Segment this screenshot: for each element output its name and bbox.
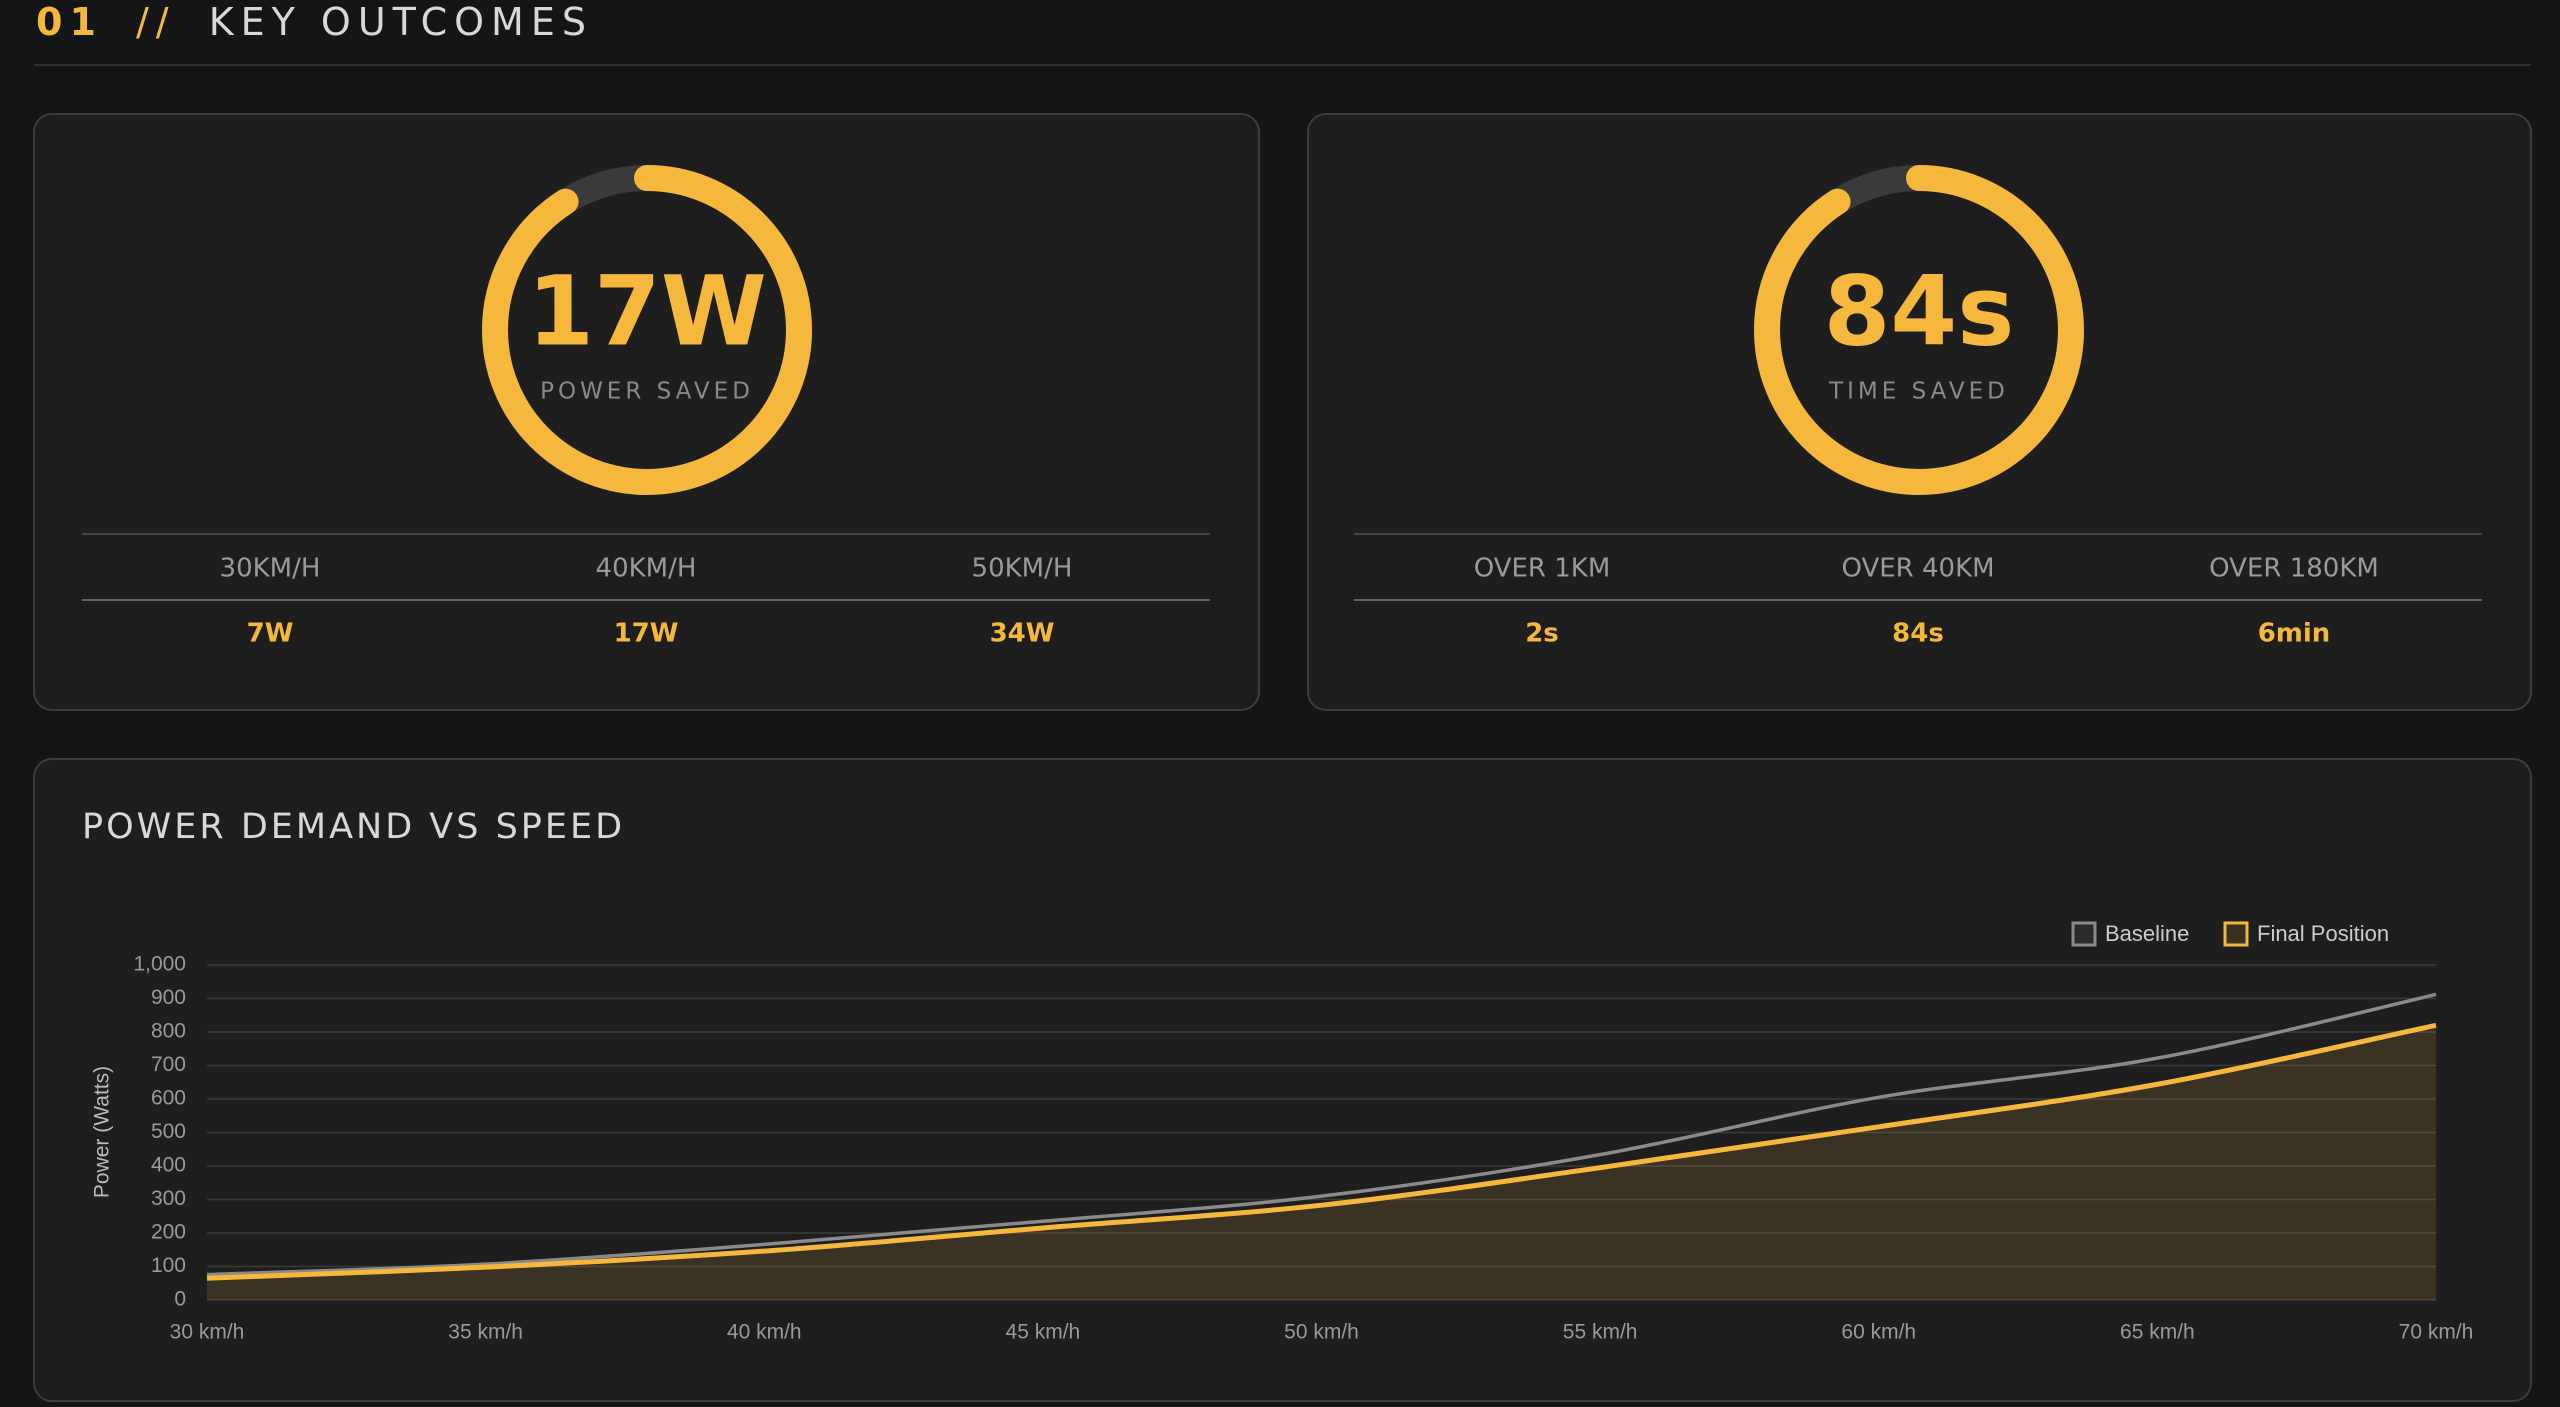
x-tick-label: 55 km/h: [1563, 1321, 1638, 1344]
x-tick-label: 45 km/h: [1006, 1321, 1081, 1344]
stat-header: 50KM/H: [972, 554, 1073, 584]
y-tick-label: 700: [151, 1053, 186, 1076]
stat-value: 6min: [2258, 619, 2331, 649]
y-tick-label: 500: [151, 1120, 186, 1143]
x-tick-label: 35 km/h: [448, 1321, 523, 1344]
y-tick-label: 900: [151, 986, 186, 1009]
x-tick-label: 40 km/h: [727, 1321, 802, 1344]
gauge-arc: [482, 165, 812, 495]
line: [206, 1022, 2437, 1281]
y-tick-label: 1,000: [133, 953, 186, 976]
gauge-value: 84s: [1824, 255, 2015, 367]
y-tick-label: 800: [151, 1020, 186, 1043]
gauge-label: TIME SAVED: [1828, 379, 2009, 405]
y-tick-label: 200: [151, 1221, 186, 1244]
section-heading: 01 // KEY OUTCOMES: [36, 0, 593, 44]
stat-header: 30KM/H: [220, 554, 321, 584]
stat-value: 17W: [614, 619, 679, 649]
x-tick-label: 60 km/h: [1841, 1321, 1916, 1344]
gauge-value: 17W: [527, 255, 766, 367]
x-tick-label: 65 km/h: [2120, 1321, 2195, 1344]
x-tick-label: 30 km/h: [170, 1321, 245, 1344]
legend-label: Baseline: [2105, 921, 2189, 946]
section-separator: //: [136, 0, 176, 44]
stat-header: OVER 1KM: [1474, 554, 1611, 584]
section-title: KEY OUTCOMES: [209, 0, 593, 44]
y-tick-label: 600: [151, 1087, 186, 1110]
section-number: 01: [36, 0, 103, 44]
y-tick-label: 0: [174, 1288, 186, 1311]
card: [33, 113, 1260, 711]
stat-value: 7W: [247, 619, 294, 649]
card: [1307, 113, 2532, 711]
legend-swatch: [2071, 921, 2097, 947]
legend-label: Final Position: [2257, 921, 2389, 946]
y-axis-label: Power (Watts): [91, 1066, 114, 1198]
x-tick-label: 50 km/h: [1284, 1321, 1359, 1344]
x-tick-label: 70 km/h: [2399, 1321, 2474, 1344]
area: [207, 1025, 2436, 1300]
stat-value: 2s: [1525, 619, 1559, 649]
stat-value: 84s: [1892, 619, 1944, 649]
legend-swatch: [2223, 921, 2249, 947]
y-tick-label: 100: [151, 1254, 186, 1277]
chart-title: POWER DEMAND VS SPEED: [82, 807, 625, 847]
y-tick-label: 300: [151, 1187, 186, 1210]
stat-header: 40KM/H: [596, 554, 697, 584]
stat-header: OVER 40KM: [1841, 554, 1994, 584]
chart-card: [33, 758, 2532, 1402]
gauge-label: POWER SAVED: [540, 379, 754, 405]
line: [206, 992, 2437, 1277]
y-tick-label: 400: [151, 1154, 186, 1177]
gauge-arc: [1754, 165, 2084, 495]
stat-header: OVER 180KM: [2209, 554, 2379, 584]
stat-value: 34W: [990, 619, 1055, 649]
